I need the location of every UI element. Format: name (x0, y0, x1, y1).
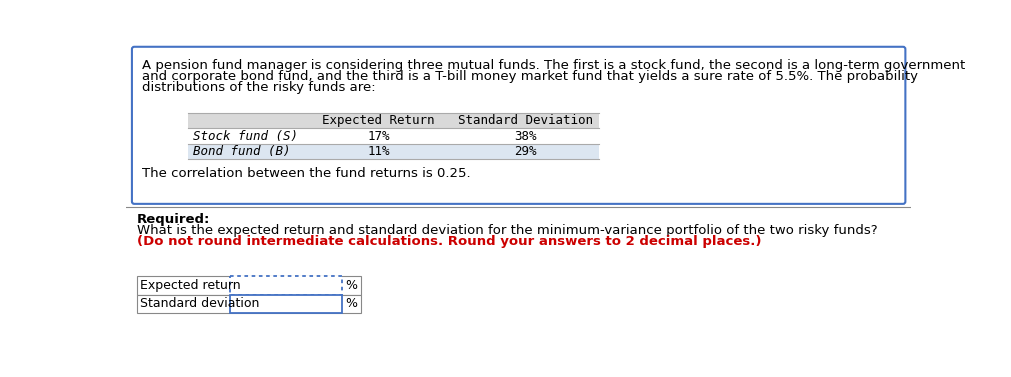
FancyBboxPatch shape (131, 47, 905, 204)
Bar (188, 113, 599, 129)
Text: 29%: 29% (514, 145, 537, 158)
Text: %: % (345, 297, 357, 311)
Text: 17%: 17% (367, 130, 389, 143)
Text: distributions of the risky funds are:: distributions of the risky funds are: (142, 81, 375, 93)
Bar (188, 129, 599, 144)
Text: %: % (345, 279, 357, 292)
Text: 11%: 11% (367, 145, 389, 158)
Text: Expected return: Expected return (141, 279, 241, 292)
Text: A pension fund manager is considering three mutual funds. The first is a stock f: A pension fund manager is considering th… (142, 59, 964, 72)
Text: Standard deviation: Standard deviation (141, 297, 260, 311)
Text: Stock fund (S): Stock fund (S) (193, 130, 298, 143)
Text: Required:: Required: (136, 213, 209, 226)
Bar (229, 295, 342, 313)
Text: and corporate bond fund, and the third is a T-bill money market fund that yields: and corporate bond fund, and the third i… (142, 70, 917, 83)
Bar (188, 144, 599, 159)
Bar (229, 276, 342, 295)
Text: Expected Return: Expected Return (321, 114, 434, 127)
Text: 38%: 38% (514, 130, 537, 143)
Text: What is the expected return and standard deviation for the minimum-variance port: What is the expected return and standard… (136, 224, 881, 237)
Bar (136, 295, 360, 313)
Text: Standard Deviation: Standard Deviation (458, 114, 592, 127)
Text: (Do not round intermediate calculations. Round your answers to 2 decimal places.: (Do not round intermediate calculations.… (136, 234, 760, 248)
Text: The correlation between the fund returns is 0.25.: The correlation between the fund returns… (142, 167, 470, 180)
Bar (136, 276, 360, 295)
Text: Bond fund (B): Bond fund (B) (193, 145, 290, 158)
